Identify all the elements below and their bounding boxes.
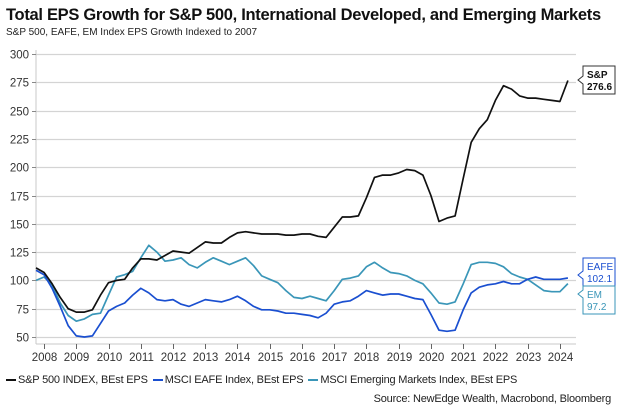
callout-label-em: EM — [587, 290, 602, 301]
legend-label-em: MSCI Emerging Markets Index, BEst EPS — [320, 374, 518, 386]
x-axis: 2008 2009 2010 2011 2012 2013 2014 2015 2016 2017… — [32, 343, 576, 364]
legend-swatch-em — [308, 379, 319, 381]
y-axis: 50 75 100 125 150 175 200 225 250 275 300 — [10, 50, 37, 345]
y-tick-label: 125 — [10, 248, 29, 260]
y-tick-label: 175 — [10, 192, 29, 204]
x-tick-label: 2011 — [129, 352, 154, 364]
callout-label-eafe: EAFE — [587, 262, 613, 273]
y-tick-label: 150 — [10, 220, 29, 232]
y-tick-label: 250 — [10, 107, 29, 119]
legend-item-sp500: S&P 500 INDEX, BEst EPS — [6, 374, 148, 386]
x-tick-label: 2018 — [354, 352, 380, 364]
x-tick-label: 2010 — [97, 352, 123, 364]
y-tick-label: 100 — [10, 276, 29, 288]
x-tick-label: 2021 — [451, 352, 477, 364]
chart-subtitle: S&P 500, EAFE, EM Index EPS Growth Index… — [6, 27, 258, 38]
legend-label-sp500: S&P 500 INDEX, BEst EPS — [18, 374, 148, 386]
gridlines — [36, 53, 576, 339]
callout-value-eafe: 102.1 — [587, 274, 612, 285]
chart-title: Total EPS Growth for S&P 500, Internatio… — [6, 6, 601, 24]
x-tick-label: 2020 — [419, 352, 445, 364]
legend-item-em: MSCI Emerging Markets Index, BEst EPS — [308, 374, 517, 386]
y-tick-label: 75 — [16, 305, 29, 317]
x-tick-label: 2024 — [548, 352, 574, 364]
x-tick-label: 2014 — [225, 352, 251, 364]
series-line-eafe — [35, 269, 569, 338]
x-tick-label: 2008 — [32, 352, 58, 364]
x-tick-label: 2013 — [193, 352, 219, 364]
y-tick-label: 275 — [10, 78, 29, 90]
y-tick-label: 300 — [10, 50, 29, 62]
x-tick-label: 2017 — [322, 352, 348, 364]
series-line-sp500 — [35, 80, 569, 313]
series-line-em — [35, 244, 569, 323]
x-tick-label: 2015 — [258, 352, 284, 364]
y-tick-label: 200 — [10, 163, 29, 175]
x-tick-label: 2012 — [161, 352, 187, 364]
y-tick-label: 225 — [10, 135, 29, 147]
series-lines — [35, 80, 569, 338]
source-note: Source: NewEdge Wealth, Macrobond, Bloom… — [373, 393, 612, 405]
x-tick-label: 2022 — [483, 352, 509, 364]
callout-box-eafe — [577, 257, 616, 287]
legend-swatch-sp500 — [6, 379, 16, 381]
y-tick-label: 50 — [16, 333, 29, 345]
callout-value-em: 97.2 — [587, 302, 607, 313]
legend-label-eafe: MSCI EAFE Index, BEst EPS — [164, 374, 304, 386]
callout-value-sp500: 276.6 — [587, 82, 612, 93]
x-tick-label: 2016 — [290, 352, 316, 364]
x-tick-label: 2019 — [387, 352, 413, 364]
x-tick-label: 2023 — [516, 352, 542, 364]
x-tick-label: 2009 — [64, 352, 90, 364]
legend: S&P 500 INDEX, BEst EPS MSCI EAFE Index,… — [6, 374, 522, 386]
legend-swatch-eafe — [152, 379, 163, 381]
legend-item-eafe: MSCI EAFE Index, BEst EPS — [152, 374, 304, 386]
callout-box-sp500 — [577, 65, 616, 95]
callout-label-sp500: S&P — [587, 70, 608, 81]
callout-box-em — [577, 285, 616, 315]
